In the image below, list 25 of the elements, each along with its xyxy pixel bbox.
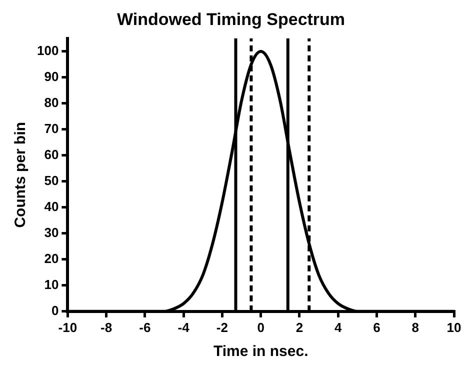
y-tick-label: 0	[51, 302, 59, 318]
x-tick-label: -4	[178, 320, 190, 335]
y-tick-label: 40	[44, 198, 59, 214]
y-tick-label: 100	[36, 42, 59, 58]
y-tick-label: 70	[44, 120, 59, 136]
x-tick-label: 8	[412, 320, 419, 335]
y-tick-label: 10	[44, 276, 59, 292]
x-tick-label: 4	[334, 320, 342, 335]
y-tick-label: 30	[44, 224, 59, 240]
x-tick-label: 6	[373, 320, 380, 335]
chart-title: Windowed Timing Spectrum	[116, 10, 346, 29]
x-axis-title: Time in nsec.	[213, 343, 308, 360]
x-tick-label: 2	[296, 320, 304, 335]
y-axis-title: Counts per bin	[12, 122, 30, 228]
y-tick-label: 20	[44, 250, 59, 266]
x-tick-label: -10	[58, 320, 78, 335]
y-tick-label: 90	[44, 68, 59, 84]
x-tick-label: 0	[257, 320, 264, 335]
x-tick-label: -8	[100, 320, 112, 335]
x-tick-label: 10	[446, 320, 462, 335]
y-tick-label: 80	[44, 94, 59, 110]
x-tick-label: -6	[139, 320, 151, 335]
x-tick-label: -2	[216, 320, 228, 335]
y-tick-label: 60	[44, 146, 59, 162]
y-tick-label: 50	[44, 172, 59, 188]
